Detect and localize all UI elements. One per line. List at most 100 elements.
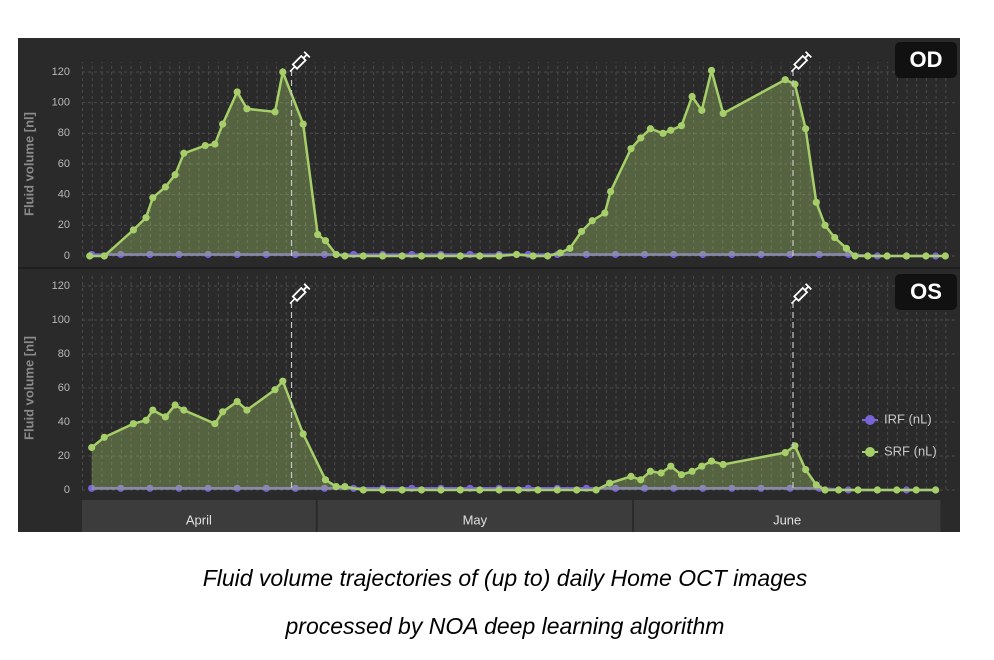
point <box>873 486 882 494</box>
point <box>171 401 179 409</box>
point <box>100 433 108 441</box>
point <box>821 221 829 229</box>
point <box>495 486 503 494</box>
point <box>611 484 620 492</box>
y-tick-label: 20 <box>58 450 70 462</box>
point <box>211 140 219 148</box>
point <box>243 406 251 414</box>
point <box>219 408 227 416</box>
point <box>802 125 810 133</box>
syringe-needle <box>790 298 797 305</box>
point <box>688 467 696 475</box>
point <box>719 460 727 469</box>
point <box>699 484 707 492</box>
point <box>637 476 645 484</box>
point <box>577 227 586 236</box>
point <box>670 484 678 492</box>
point <box>719 109 727 117</box>
point <box>786 250 794 259</box>
point <box>161 183 170 191</box>
y-tick-label: 100 <box>52 97 70 109</box>
point <box>835 486 843 494</box>
syringe-needle <box>790 66 797 73</box>
point <box>781 76 789 84</box>
point <box>341 483 349 491</box>
point <box>627 472 635 480</box>
legend-label: SRF (nL) <box>884 443 937 458</box>
point <box>233 398 241 406</box>
point <box>707 457 716 465</box>
point <box>922 252 930 260</box>
y-tick-label: 40 <box>58 189 70 201</box>
point <box>912 486 920 494</box>
point <box>757 484 765 492</box>
point <box>417 486 426 494</box>
point <box>902 252 911 260</box>
point <box>88 443 96 452</box>
point <box>883 252 891 260</box>
point <box>117 250 125 259</box>
point <box>175 250 183 259</box>
line <box>91 487 936 492</box>
point <box>146 484 154 492</box>
panel-label-box <box>895 274 957 310</box>
point <box>854 486 862 494</box>
injection-icon <box>790 283 812 305</box>
point <box>864 252 872 260</box>
point <box>812 198 820 206</box>
point <box>341 252 349 260</box>
point <box>677 122 686 130</box>
point <box>359 486 367 494</box>
point <box>320 250 329 259</box>
point <box>233 88 241 96</box>
point <box>100 252 108 260</box>
y-tick-label: 0 <box>64 484 70 496</box>
point <box>398 486 406 494</box>
syringe-handle <box>303 51 311 59</box>
point <box>646 467 655 475</box>
point <box>699 250 707 259</box>
point <box>291 250 299 259</box>
point <box>566 244 574 252</box>
point <box>243 105 251 113</box>
panel-label: OS <box>895 274 957 310</box>
point <box>588 217 596 225</box>
point <box>146 250 154 259</box>
point <box>271 386 279 394</box>
month-band <box>633 500 941 532</box>
point <box>688 92 696 101</box>
point <box>627 145 635 153</box>
point <box>556 249 564 257</box>
y-tick-label: 120 <box>52 280 70 292</box>
point <box>129 226 138 234</box>
y-tick-label: 80 <box>58 127 70 139</box>
point <box>514 486 523 494</box>
point <box>379 486 387 494</box>
point <box>417 252 426 260</box>
point <box>314 230 322 239</box>
injection-icon <box>790 51 812 73</box>
point <box>437 252 445 260</box>
point <box>728 250 736 259</box>
point <box>129 420 138 428</box>
point <box>659 129 667 137</box>
point <box>117 484 125 492</box>
point <box>291 484 299 492</box>
point <box>332 250 340 259</box>
point <box>812 481 820 489</box>
point <box>667 126 675 134</box>
point <box>262 484 270 492</box>
point <box>332 483 340 491</box>
point <box>815 250 823 259</box>
point <box>175 484 183 492</box>
y-tick-label: 60 <box>58 382 70 394</box>
point <box>219 120 227 128</box>
point <box>233 484 241 492</box>
point <box>553 486 561 494</box>
point <box>670 250 678 259</box>
syringe-needle <box>289 298 296 305</box>
point <box>512 250 521 259</box>
syringe-handle <box>303 283 311 291</box>
point <box>573 486 581 494</box>
y-tick-label: 120 <box>52 66 70 78</box>
